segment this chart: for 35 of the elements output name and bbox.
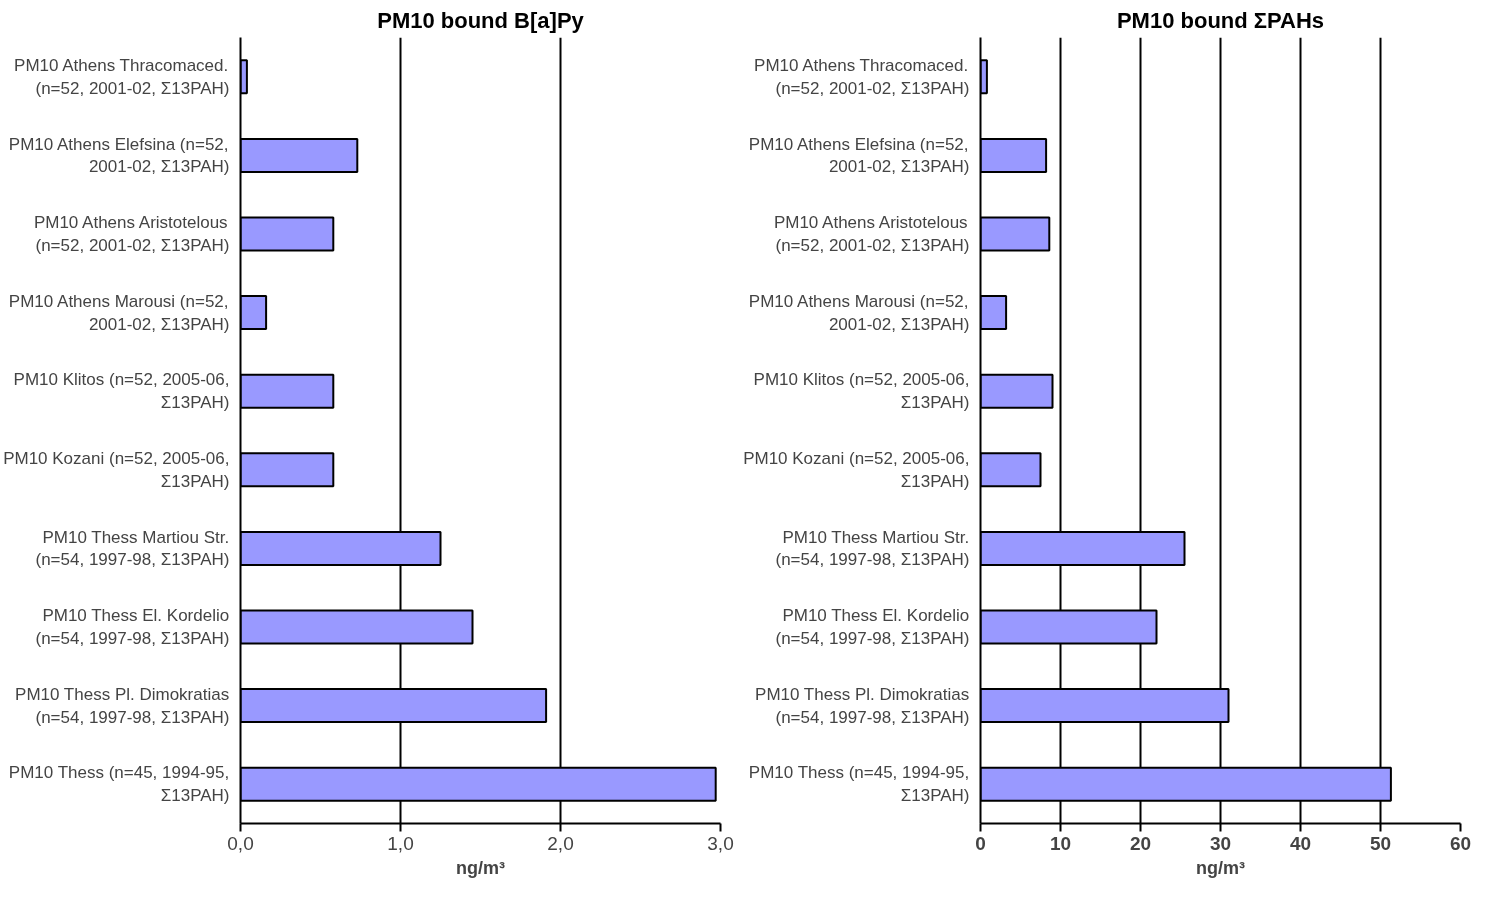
y-tick-label: PM10 Thess Martiou Str. (n=54, 1997-98, Σ13PAH) [35,527,230,570]
y-tick-label: PM10 Thess Pl. Dimokratias (n=54, 1997-98, Σ13PAH) [755,684,970,727]
x-tick-label: 2,0 [547,832,574,854]
x-axis-title: ng/m³ [456,857,505,878]
y-tick-label: PM10 Athens Thracomaced. (n=52, 2001-02, Σ13PAH) [754,55,970,98]
y-tick-label: PM10 Athens Thracomaced. (n=52, 2001-02, Σ13PAH) [14,55,230,98]
y-tick-label: PM10 Athens Marousi (n=52, 2001-02, Σ13PAH) [748,291,970,334]
x-tick-label: 30 [1209,832,1232,854]
y-tick-label: PM10 Athens Elefsina (n=52, 2001-02, Σ13PAH) [748,134,970,177]
chart-title: PM10 bound B[a]Py [377,7,585,33]
y-tick-label: PM10 Thess El. Kordelio (n=54, 1997-98, Σ13PAH) [775,606,970,648]
x-tick-label: 0,0 [227,832,254,854]
y-tick-label: PM10 Kozani (n=52, 2005-06, Σ13PAH) [3,448,230,491]
x-tick-label: 3,0 [707,832,734,854]
x-axis-title: ng/m³ [1196,857,1245,878]
x-tick-label: 40 [1289,832,1312,854]
chart-title: PM10 bound ΣPAHs [1116,7,1325,33]
y-tick-label: PM10 Thess Pl. Dimokratias (n=54, 1997-98, Σ13PAH) [15,684,230,727]
y-tick-label: PM10 Athens Marousi (n=52, 2001-02, Σ13PAH) [8,291,230,334]
x-tick-label: 20 [1129,832,1152,854]
x-tick-label: 60 [1449,832,1472,854]
y-tick-label: PM10 Athens Elefsina (n=52, 2001-02, Σ13PAH) [8,134,230,177]
x-tick-label: 1,0 [387,832,414,854]
y-tick-label: PM10 Thess (n=45, 1994-95, Σ13PAH) [8,763,230,806]
x-tick-label: 0 [975,832,986,854]
y-tick-label: PM10 Thess Martiou Str. (n=54, 1997-98, Σ13PAH) [775,527,970,570]
y-tick-label: PM10 Thess El. Kordelio (n=54, 1997-98, Σ13PAH) [35,606,230,648]
x-tick-label: 10 [1049,832,1072,854]
y-tick-label: PM10 Kozani (n=52, 2005-06, Σ13PAH) [743,448,970,491]
y-tick-label: PM10 Klitos (n=52, 2005-06, Σ13PAH) [13,370,230,413]
y-tick-label: PM10 Thess (n=45, 1994-95, Σ13PAH) [748,763,970,806]
x-tick-label: 50 [1369,832,1392,854]
y-tick-label: PM10 Athens Aristotelous (n=52, 2001-02, Σ13PAH) [33,213,230,255]
y-tick-label: PM10 Klitos (n=52, 2005-06, Σ13PAH) [753,370,970,413]
y-tick-label: PM10 Athens Aristotelous (n=52, 2001-02, Σ13PAH) [773,213,970,255]
